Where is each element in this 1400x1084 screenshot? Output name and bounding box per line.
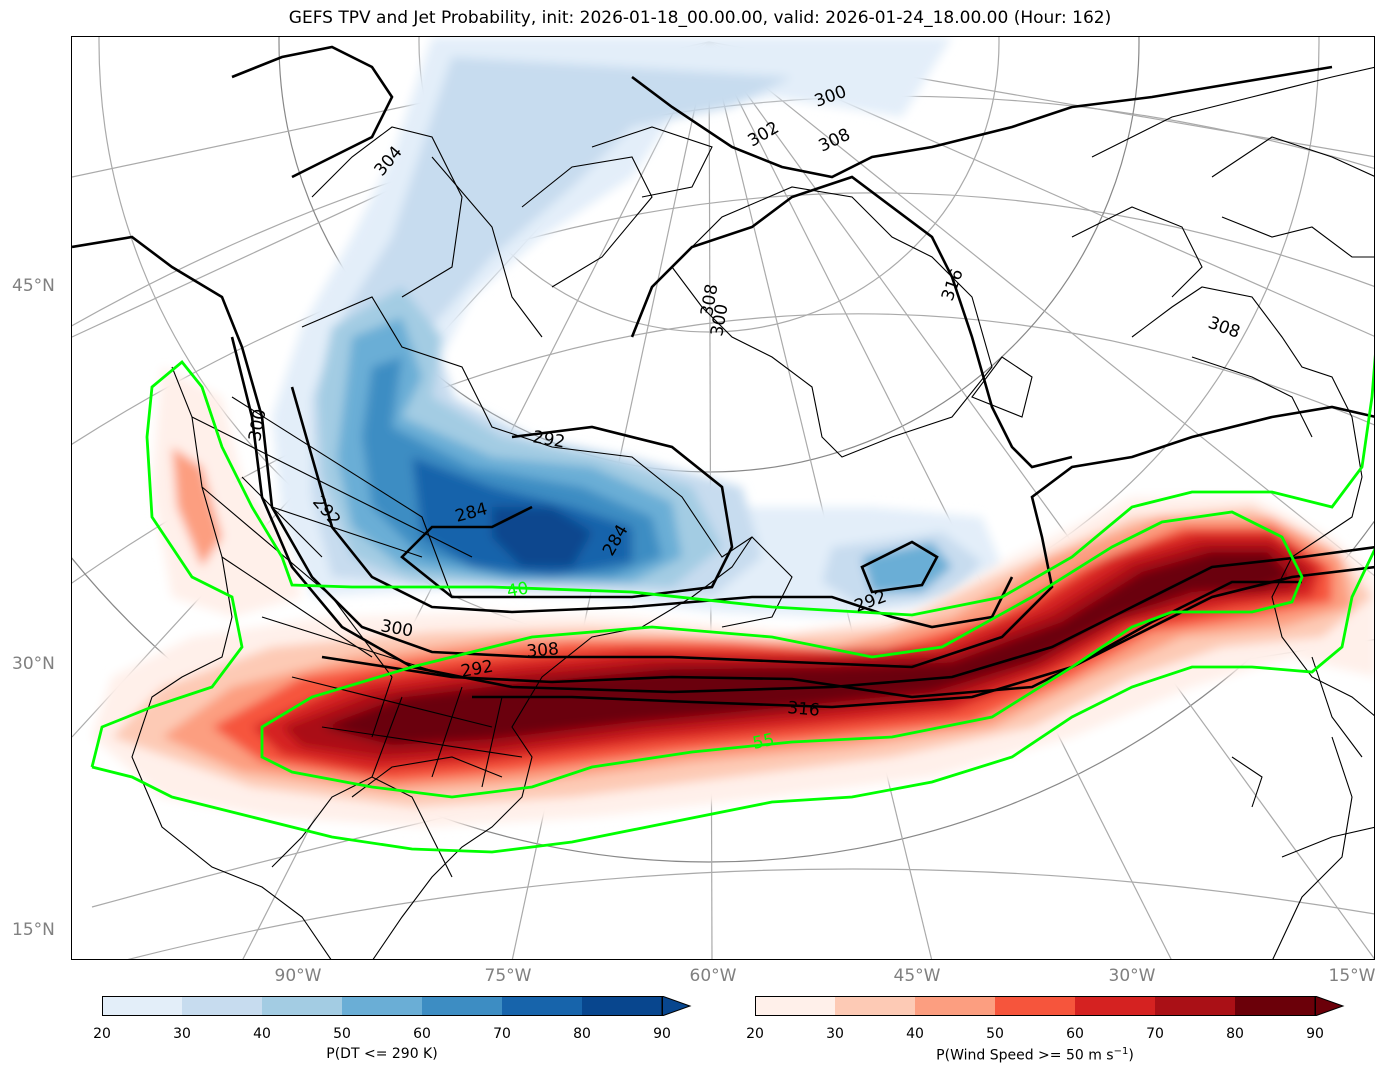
wind-colorbar: [755, 996, 1345, 1016]
dt-colorbar-tick-label: 50: [333, 1026, 351, 1042]
dt-contours: [72, 45, 1374, 709]
dt-colorbar-tick-label: 40: [253, 1026, 271, 1042]
dt-colorbar-tick-label: 60: [413, 1026, 431, 1042]
lon-label: 60°W: [689, 966, 737, 986]
dt-colorbar-tick-label: 30: [173, 1026, 191, 1042]
wind-colorbar-swatch: [915, 996, 996, 1016]
wind-colorbar-tick-label: 90: [1306, 1026, 1324, 1042]
jet-contour-label: 40: [505, 578, 530, 601]
dt-colorbar-tick-label: 70: [493, 1026, 511, 1042]
jet-contours: [90, 354, 1374, 854]
wind-colorbar-tick-label: 40: [906, 1026, 924, 1042]
coastlines: [131, 66, 1374, 959]
dt-contour-label: 308: [1205, 313, 1242, 343]
wind-colorbar-swatch: [995, 996, 1076, 1016]
lon-label: 45°W: [893, 966, 941, 986]
dt-contour-label: 316: [787, 698, 821, 721]
dt-contour-label: 316: [938, 266, 968, 303]
lat-label: 15°N: [12, 920, 55, 940]
dt-colorbar-tick-label: 20: [93, 1026, 111, 1042]
dt-colorbar-tick-label: 90: [653, 1026, 671, 1042]
dt-contour-label: 308: [526, 639, 560, 662]
lat-label: 45°N: [12, 276, 55, 296]
dt-colorbar-tick-label: 80: [573, 1026, 591, 1042]
dt-colorbar-swatch: [342, 996, 423, 1016]
lon-label: 30°W: [1108, 966, 1156, 986]
plot-title: GEFS TPV and Jet Probability, init: 2026…: [288, 8, 1112, 28]
wind-colorbar-swatch: [1075, 996, 1156, 1016]
map-canvas: 300 304 300 292 292 284 284 292 300 308 …: [72, 37, 1374, 959]
dt-contour-label: 308: [816, 125, 854, 157]
wind-colorbar-swatch: [1155, 996, 1236, 1016]
dt-colorbar-swatch: [102, 996, 183, 1016]
lon-label: 75°W: [484, 966, 532, 986]
dt-colorbar-swatch: [182, 996, 263, 1016]
wind-colorbar-tick-label: 80: [1226, 1026, 1244, 1042]
dt-colorbar-swatch: [502, 996, 583, 1016]
dt-colorbar-swatch: [262, 996, 343, 1016]
wind-colorbar-tick-label: 70: [1146, 1026, 1164, 1042]
dt-colorbar: [102, 996, 692, 1016]
wind-colorbar-tick-label: 50: [986, 1026, 1004, 1042]
dt-colorbar-label: P(DT <= 290 K): [326, 1046, 438, 1062]
wind-colorbar-swatch: [835, 996, 916, 1016]
wind-colorbar-swatch: [755, 996, 836, 1016]
dt-colorbar-swatch: [582, 996, 663, 1016]
wind-colorbar-label: P(Wind Speed >= 50 m s−1): [936, 1046, 1134, 1064]
dt-colorbar-swatch: [422, 996, 503, 1016]
lon-label: 90°W: [274, 966, 322, 986]
wind-colorbar-swatch: [1235, 996, 1316, 1016]
wind-colorbar-tick-label: 60: [1066, 1026, 1084, 1042]
jet-contour-label: 55: [751, 730, 776, 754]
dt-contour-label: 300: [245, 407, 270, 442]
lat-label: 30°N: [12, 654, 55, 674]
map-panel[interactable]: 300 304 300 292 292 284 284 292 300 308 …: [71, 36, 1375, 960]
wind-colorbar-tick-label: 20: [746, 1026, 764, 1042]
lon-label: 15°W: [1328, 966, 1376, 986]
wind-colorbar-tick-label: 30: [826, 1026, 844, 1042]
